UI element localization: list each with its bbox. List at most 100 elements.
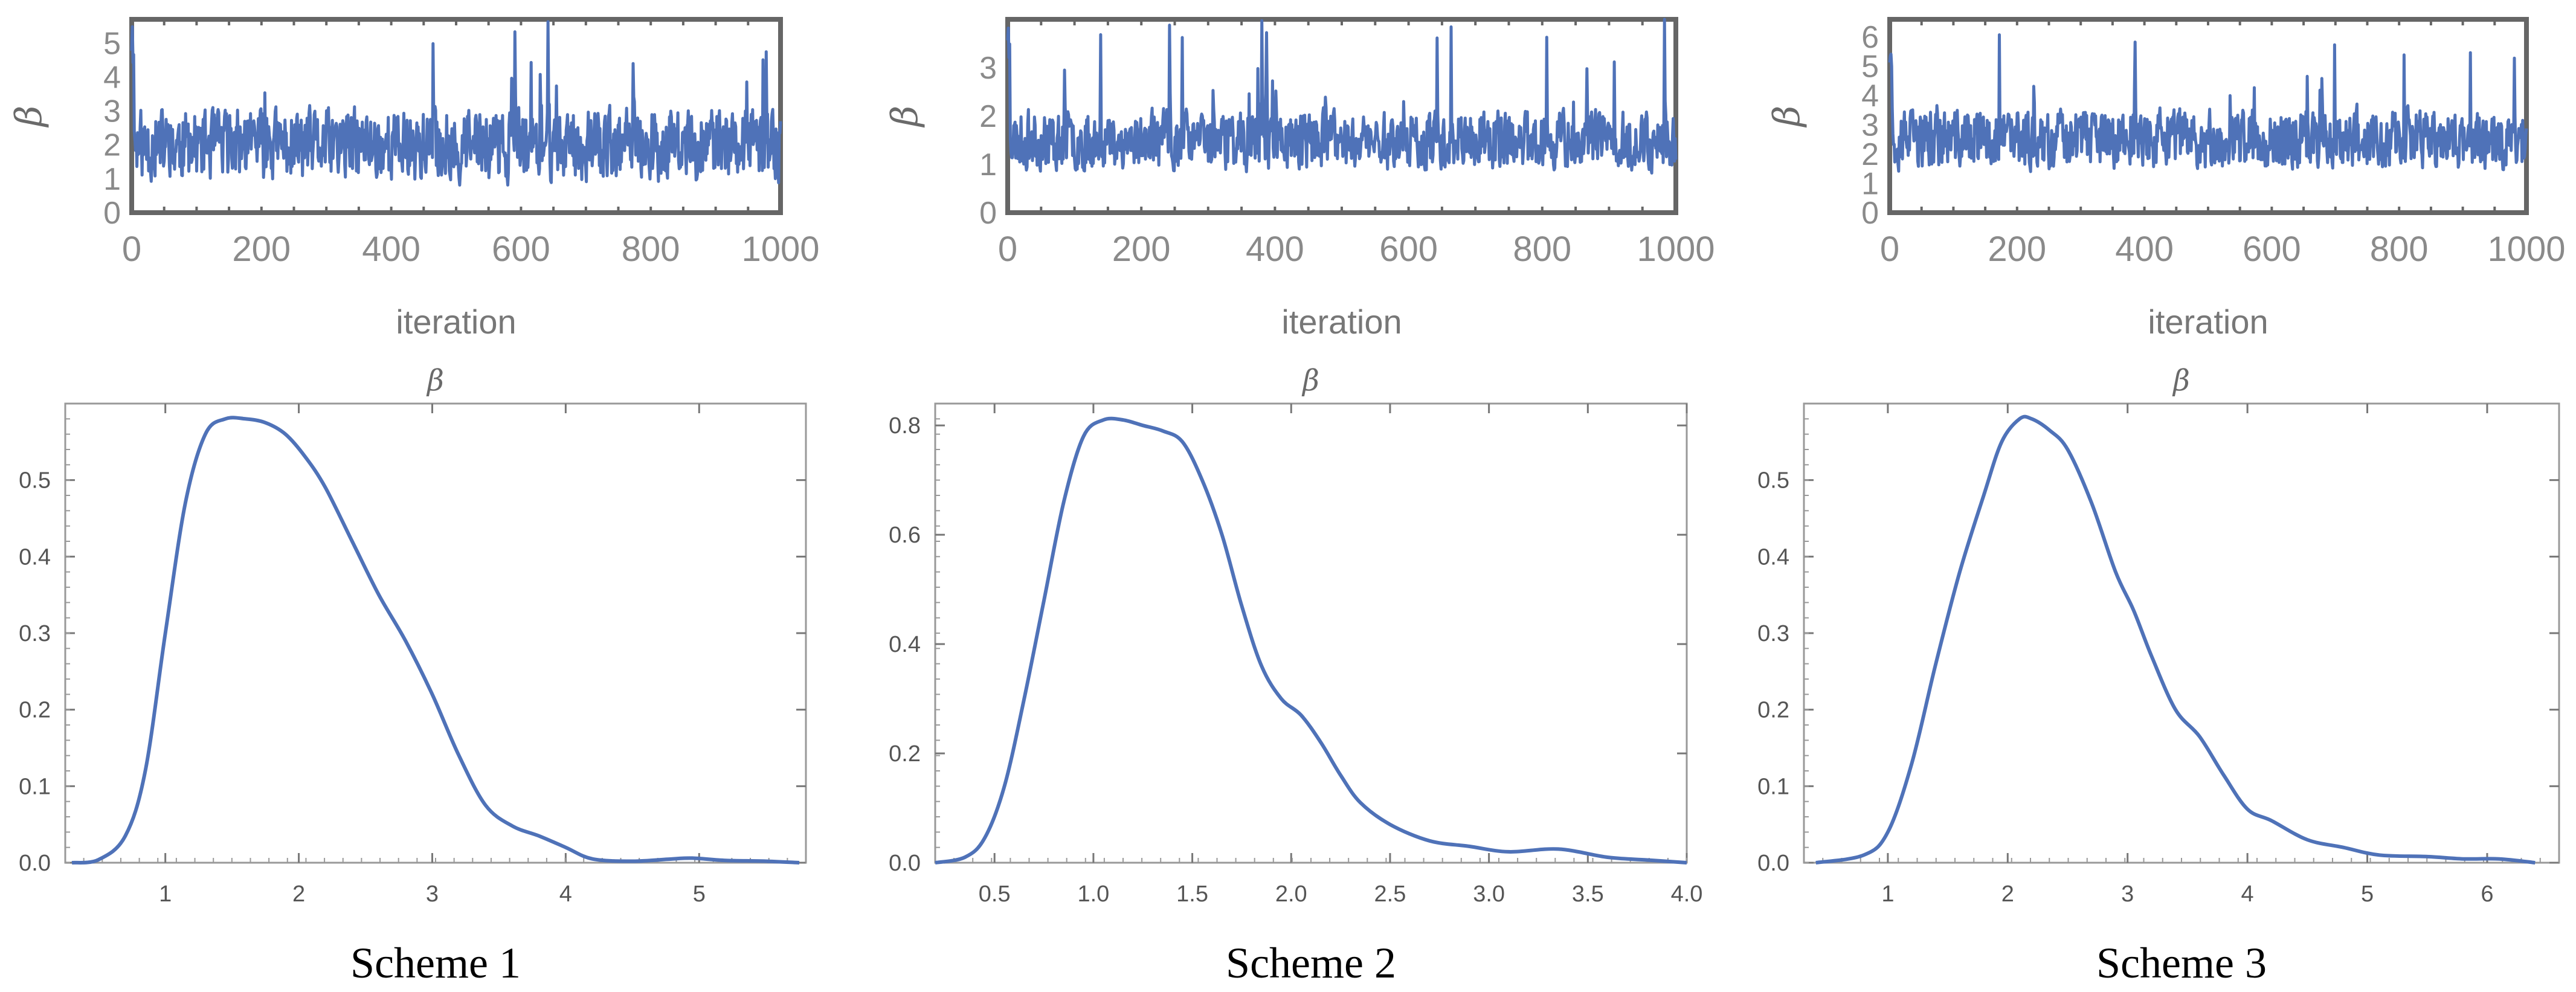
y-tick-label: 0.1 — [1757, 774, 1789, 799]
density-title: β — [1301, 364, 1319, 398]
density-frame — [1803, 402, 2560, 864]
x-tick-label: 800 — [2370, 230, 2429, 269]
x-tick-label: 400 — [1246, 230, 1304, 269]
x-tick-label: 400 — [362, 230, 420, 269]
x-tick-label: 3 — [2121, 881, 2134, 907]
y-axis-label: β — [1766, 106, 1808, 128]
y-tick-label: 2 — [1861, 137, 1879, 172]
x-axis-label: iteration — [2148, 303, 2268, 341]
x-tick-label: 3.5 — [1572, 881, 1604, 907]
x-tick-label: 0 — [998, 230, 1017, 269]
scheme-caption: Scheme 1 — [350, 939, 521, 987]
trace-plot-2: 0 1 2 3 0 200 400 600 800 1000 iteration β — [884, 17, 1715, 341]
y-tick-label: 2 — [979, 99, 997, 134]
y-tick-label: 0.0 — [1757, 851, 1789, 876]
x-tick-label: 200 — [1988, 230, 2046, 269]
trace-series-line — [1888, 33, 2528, 173]
x-tick-label: 1.5 — [1176, 881, 1208, 907]
y-tick-label: 6 — [1861, 20, 1879, 55]
density-plot-3: 0.0 0.1 0.2 0.3 0.4 0.5 1 2 3 4 5 6 β Scheme 3 — [1757, 364, 2560, 987]
y-tick-label: 0.2 — [1757, 698, 1789, 723]
y-tick-label: 0.6 — [889, 523, 921, 548]
y-tick-label: 0.5 — [19, 468, 51, 494]
x-tick-label: 2 — [2001, 881, 2014, 907]
trace-series-line — [1006, 18, 1678, 175]
density-plot-1: 0.0 0.1 0.2 0.3 0.4 0.5 1 2 3 4 5 β Scheme 1 — [19, 364, 807, 987]
y-tick-label: 0 — [103, 196, 121, 231]
x-tick-label: 0.5 — [979, 881, 1011, 907]
y-tick-label: 0.3 — [19, 621, 51, 646]
density-curve — [935, 416, 1687, 865]
y-tick-label: 0.5 — [1757, 468, 1789, 494]
density-curve — [71, 416, 800, 865]
scheme-caption: Scheme 2 — [1226, 939, 1396, 987]
density-frame — [934, 402, 1688, 864]
x-tick-label: 2.5 — [1374, 881, 1406, 907]
y-tick-label: 0 — [1861, 196, 1879, 231]
density-title: β — [426, 364, 444, 398]
y-tick-label: 0.8 — [889, 413, 921, 439]
x-tick-label: 800 — [1513, 230, 1571, 269]
x-tick-label: 4.0 — [1671, 881, 1703, 907]
y-tick-label: 3 — [103, 94, 121, 129]
x-tick-label: 2 — [292, 881, 305, 907]
x-tick-label: 6 — [2481, 881, 2493, 907]
y-tick-label: 2 — [103, 128, 121, 163]
y-tick-label: 0.4 — [1757, 544, 1789, 570]
y-tick-label: 3 — [1861, 108, 1879, 143]
x-tick-label: 1000 — [741, 230, 819, 269]
x-tick-label: 4 — [559, 881, 572, 907]
y-tick-label: 4 — [103, 60, 121, 95]
density-frame — [64, 402, 807, 864]
x-tick-label: 1 — [159, 881, 172, 907]
y-axis-label: β — [8, 106, 50, 128]
y-tick-label: 5 — [103, 26, 121, 61]
x-tick-label: 1.0 — [1077, 881, 1109, 907]
x-tick-label: 1 — [1881, 881, 1894, 907]
x-axis-label: iteration — [1281, 303, 1402, 341]
x-tick-label: 0 — [122, 230, 141, 269]
y-axis-label: β — [884, 106, 926, 128]
x-tick-label: 600 — [1379, 230, 1438, 269]
y-tick-label: 0.2 — [19, 698, 51, 723]
x-tick-label: 5 — [2361, 881, 2374, 907]
y-tick-label: 0.3 — [1757, 621, 1789, 646]
y-tick-label: 0.4 — [19, 544, 51, 570]
y-tick-label: 0.2 — [889, 741, 921, 767]
trace-series-line — [130, 20, 782, 187]
scheme-caption: Scheme 3 — [2096, 939, 2267, 987]
y-tick-label: 1 — [1861, 167, 1879, 202]
x-tick-label: 3.0 — [1473, 881, 1505, 907]
x-tick-label: 1000 — [1637, 230, 1715, 269]
y-tick-label: 1 — [103, 162, 121, 197]
y-tick-label: 0 — [979, 196, 997, 231]
x-axis-label: iteration — [396, 303, 516, 341]
density-curve — [1815, 414, 2536, 865]
y-tick-label: 5 — [1861, 50, 1879, 85]
x-tick-label: 400 — [2115, 230, 2174, 269]
density-title: β — [2172, 364, 2190, 398]
x-tick-label: 5 — [693, 881, 706, 907]
x-tick-label: 3 — [426, 881, 439, 907]
x-tick-label: 600 — [2243, 230, 2301, 269]
x-tick-label: 200 — [1112, 230, 1171, 269]
y-tick-label: 1 — [979, 147, 997, 182]
x-tick-label: 2.0 — [1275, 881, 1307, 907]
trace-frame — [1005, 17, 1678, 215]
y-tick-label: 0.4 — [889, 632, 921, 657]
y-tick-label: 0.1 — [19, 774, 51, 799]
x-tick-label: 4 — [2241, 881, 2254, 907]
density-plot-2: 0.0 0.2 0.4 0.6 0.8 0.5 1.0 1.5 2.0 2.5 3.0 3.5 4.0 β… — [889, 364, 1702, 987]
x-tick-label: 200 — [232, 230, 291, 269]
x-tick-label: 1000 — [2487, 230, 2565, 269]
y-tick-label: 0.0 — [19, 851, 51, 876]
x-tick-label: 600 — [492, 230, 550, 269]
x-tick-label: 0 — [1880, 230, 1899, 269]
y-tick-label: 3 — [979, 51, 997, 86]
x-tick-label: 800 — [622, 230, 680, 269]
y-tick-label: 4 — [1861, 79, 1879, 114]
y-tick-label: 0.0 — [889, 851, 921, 876]
